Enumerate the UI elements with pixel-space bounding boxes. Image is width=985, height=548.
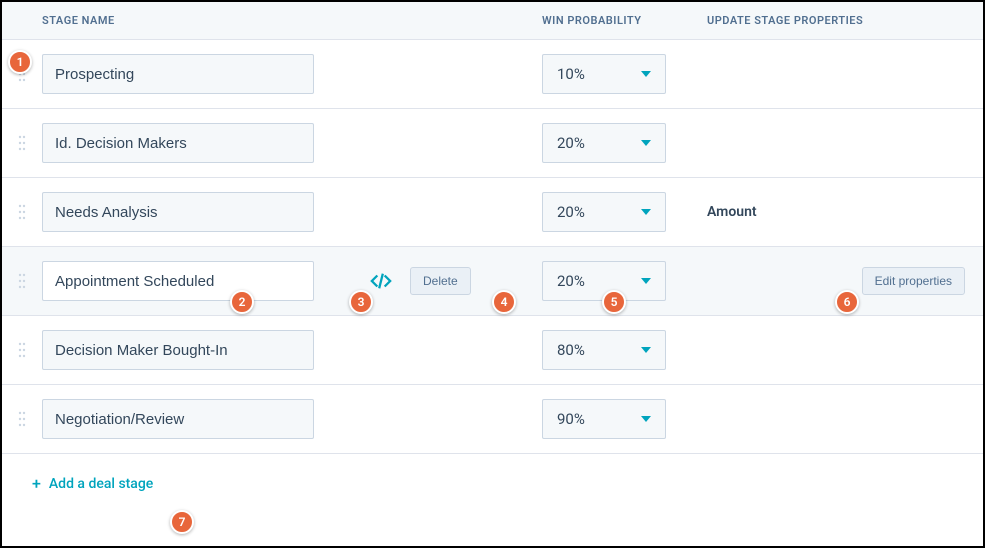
chevron-down-icon <box>641 347 651 353</box>
probability-value: 20% <box>557 134 585 152</box>
stage-row: 10% <box>2 40 983 109</box>
probability-value: 80% <box>557 341 585 359</box>
probability-value: 20% <box>557 203 585 221</box>
stage-row: 80% <box>2 316 983 385</box>
probability-dropdown[interactable]: 20% <box>542 192 666 232</box>
stage-name-input[interactable] <box>42 399 314 439</box>
stage-row: 20% Amount <box>2 178 983 247</box>
drag-handle-icon[interactable] <box>2 342 42 358</box>
stage-row: 90% <box>2 385 983 454</box>
stage-row: 20% <box>2 109 983 178</box>
chevron-down-icon <box>641 278 651 284</box>
table-header: STAGE NAME WIN PROBABILITY UPDATE STAGE … <box>2 2 983 40</box>
header-win-probability: WIN PROBABILITY <box>542 14 707 27</box>
header-stage-name: STAGE NAME <box>2 14 542 27</box>
chevron-down-icon <box>641 140 651 146</box>
drag-handle-icon[interactable] <box>2 273 42 289</box>
add-deal-stage-button[interactable]: + Add a deal stage <box>2 454 983 513</box>
code-icon[interactable] <box>370 270 392 292</box>
probability-dropdown[interactable]: 10% <box>542 54 666 94</box>
chevron-down-icon <box>641 416 651 422</box>
drag-handle-icon[interactable] <box>2 411 42 427</box>
drag-handle-icon[interactable] <box>2 135 42 151</box>
stage-name-input[interactable] <box>42 330 314 370</box>
probability-value: 90% <box>557 410 585 428</box>
chevron-down-icon <box>641 209 651 215</box>
annotation-badge: 4 <box>492 290 516 314</box>
annotation-badge: 6 <box>835 290 859 314</box>
plus-icon: + <box>32 474 41 493</box>
stage-name-input[interactable] <box>42 54 314 94</box>
probability-dropdown[interactable]: 20% <box>542 123 666 163</box>
drag-handle-icon[interactable] <box>2 204 42 220</box>
add-stage-label: Add a deal stage <box>49 476 153 492</box>
probability-dropdown[interactable]: 80% <box>542 330 666 370</box>
chevron-down-icon <box>641 71 651 77</box>
probability-value: 10% <box>557 65 585 83</box>
probability-dropdown[interactable]: 90% <box>542 399 666 439</box>
stage-property-label: Amount <box>707 204 757 220</box>
stage-name-input[interactable] <box>42 192 314 232</box>
edit-properties-button[interactable]: Edit properties <box>862 267 965 295</box>
probability-value: 20% <box>557 272 585 290</box>
annotation-badge: 5 <box>602 290 626 314</box>
annotation-badge: 3 <box>349 290 373 314</box>
stage-name-input[interactable] <box>42 261 314 301</box>
stage-name-input[interactable] <box>42 123 314 163</box>
annotation-badge: 2 <box>230 290 254 314</box>
header-update-properties: UPDATE STAGE PROPERTIES <box>707 14 983 27</box>
delete-button[interactable]: Delete <box>410 267 471 295</box>
annotation-badge: 7 <box>170 510 194 534</box>
annotation-badge: 1 <box>8 50 32 74</box>
